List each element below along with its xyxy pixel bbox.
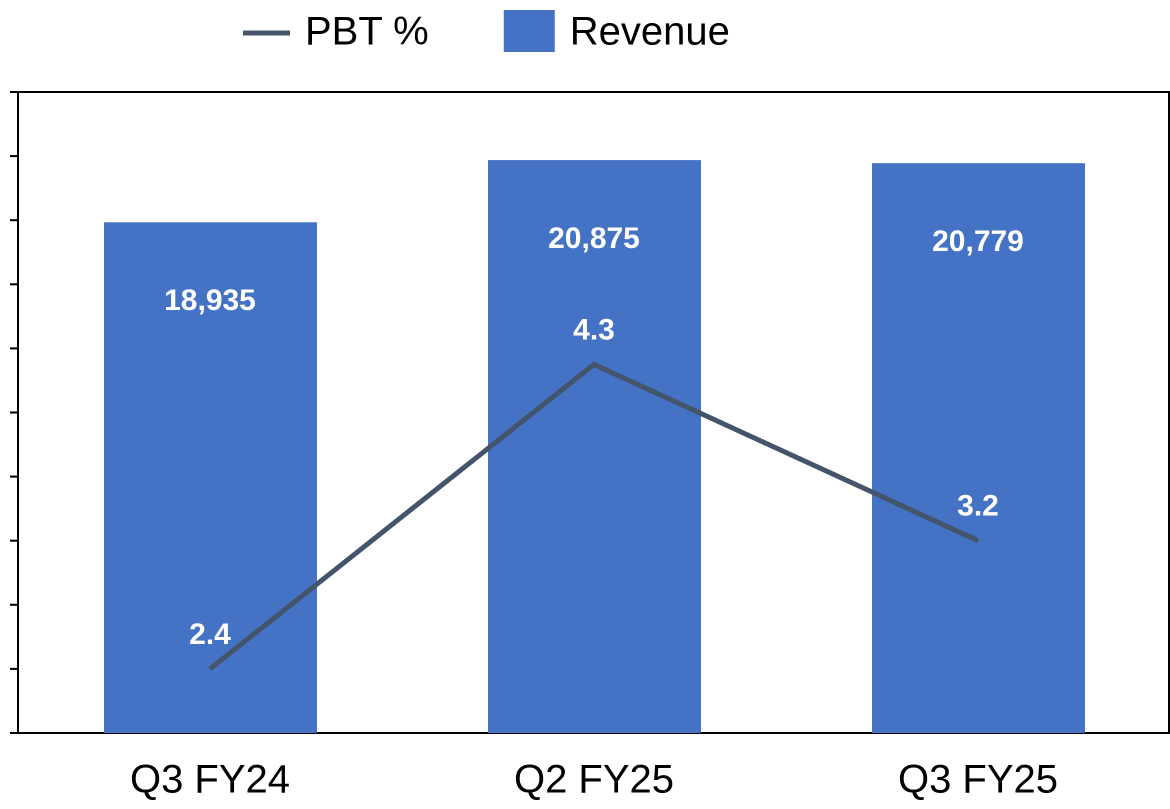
legend-label: Revenue	[570, 10, 730, 54]
bar	[104, 222, 317, 733]
x-tick-label: Q2 FY25	[514, 758, 674, 802]
line	[208, 361, 980, 671]
bar	[872, 163, 1085, 733]
legend-label: PBT %	[305, 10, 429, 54]
x-tick-label: Q3 FY24	[130, 758, 290, 802]
bar-value-label: 20,875	[548, 222, 640, 255]
x-tick-label: Q3 FY25	[898, 758, 1058, 802]
bar	[488, 160, 701, 733]
bar-value-label: 18,935	[164, 284, 256, 317]
bar-value-label: 20,779	[932, 225, 1024, 258]
line-value-label: 4.3	[573, 313, 615, 346]
line-value-label: 3.2	[957, 490, 999, 523]
line-value-label: 2.4	[189, 618, 231, 651]
legend-swatch	[503, 10, 555, 52]
